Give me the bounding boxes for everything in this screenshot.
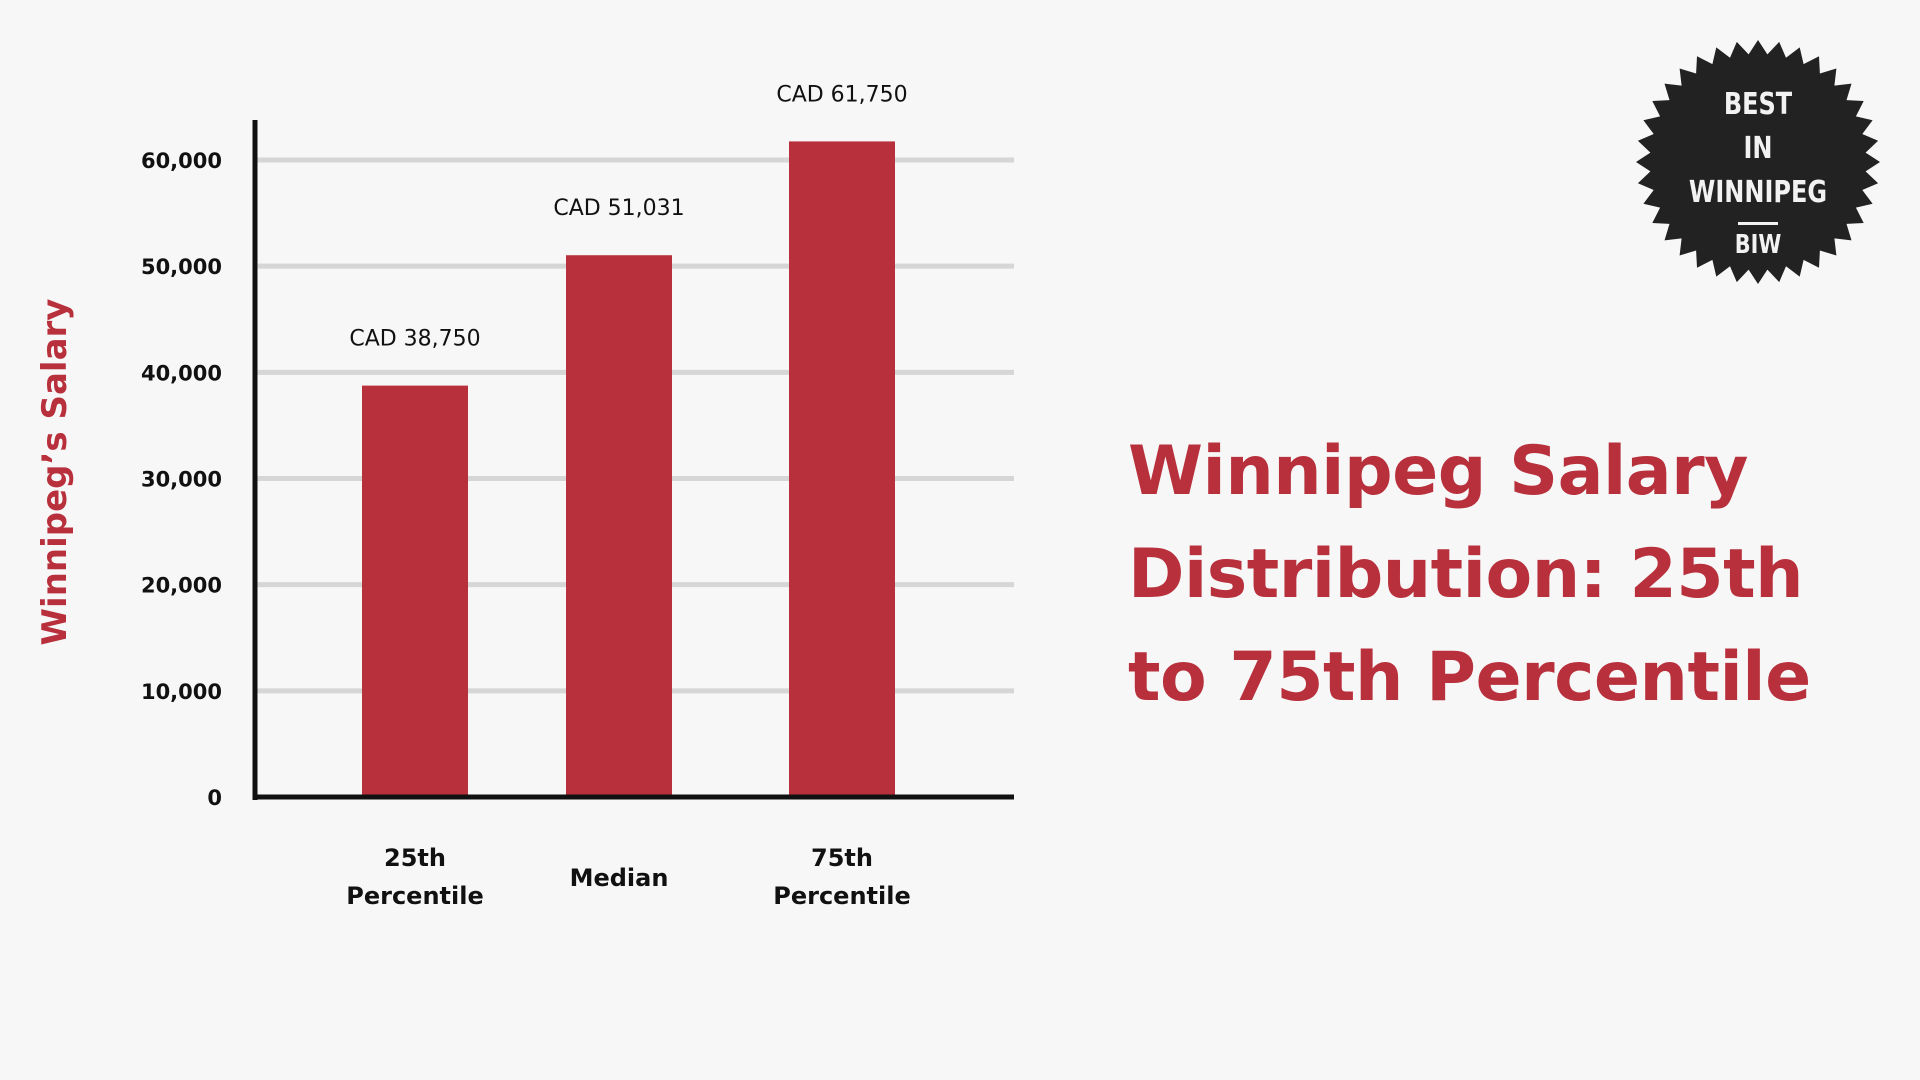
badge-text-winnipeg: WINNIPEG [1689, 175, 1827, 209]
data-label: CAD 61,750 [776, 82, 907, 107]
badge-text-best: BEST [1724, 87, 1793, 121]
bar [789, 141, 895, 797]
bar-chart: 0 10,000 20,000 30,000 40,000 50,000 60,000 CAD… [35, 82, 1014, 910]
x-tick-label: 25th [384, 844, 446, 872]
x-tick-label: Percentile [773, 882, 911, 910]
y-tick-label: 30,000 [141, 468, 222, 492]
bar [362, 385, 468, 797]
y-tick-label: 60,000 [141, 149, 222, 173]
badge-text-in: IN [1743, 131, 1772, 165]
badge-starburst [1636, 40, 1880, 284]
y-axis-label: Winnipeg’s Salary [35, 299, 75, 646]
x-tick-label: 75th [811, 844, 873, 872]
badge-text-biw: BIW [1735, 229, 1782, 260]
x-tick-label: Percentile [346, 882, 484, 910]
best-in-winnipeg-badge-logo: BEST IN WINNIPEG BIW [1636, 40, 1880, 284]
bar [566, 255, 672, 797]
data-label: CAD 51,031 [553, 196, 684, 221]
y-tick-label: 40,000 [141, 361, 222, 385]
chart-title: Winnipeg Salary Distribution: 25th to 75… [1128, 432, 1811, 717]
badge-divider [1738, 222, 1778, 225]
y-tick-label: 20,000 [141, 574, 222, 598]
y-tick-label: 0 [207, 786, 222, 810]
y-tick-label: 10,000 [141, 680, 222, 704]
data-label: CAD 38,750 [349, 327, 480, 352]
x-tick-label: Median [570, 864, 669, 892]
y-tick-label: 50,000 [141, 255, 222, 279]
